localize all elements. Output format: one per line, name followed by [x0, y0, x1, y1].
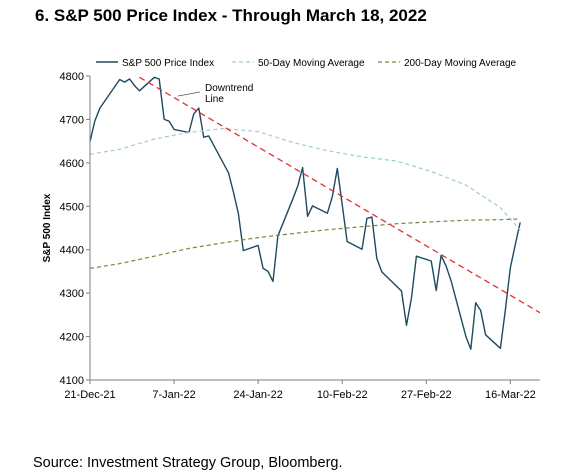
x-axis: 21-Dec-21 7-Jan-22 24-Jan-22 10-Feb-22 27-Fe… [64, 379, 540, 401]
chart-title: 6. S&P 500 Price Index - Through March 1… [35, 6, 427, 25]
x-tick-label: 27-Feb-22 [401, 389, 452, 401]
ma50-line [89, 127, 521, 231]
annotation-pointer [177, 91, 201, 97]
legend-label: 50-Day Moving Average [258, 58, 365, 69]
y-tick-label: 4500 [60, 201, 84, 213]
x-tick-label: 16-Mar-22 [485, 389, 536, 401]
x-tick-label: 21-Dec-21 [64, 389, 115, 401]
legend-label: S&P 500 Price Index [122, 58, 214, 69]
annotation-label: Downtrend [205, 83, 253, 94]
y-tick-label: 4100 [60, 375, 84, 387]
y-tick-label: 4200 [60, 332, 84, 344]
y-tick-label: 4600 [60, 158, 84, 170]
y-tick-label: 4300 [60, 288, 84, 300]
y-axis-label: S&P 500 Index [42, 193, 53, 262]
chart: S&P 500 Price Index 50-Day Moving Average… [42, 58, 541, 401]
ma200-line [89, 218, 521, 269]
x-tick-label: 10-Feb-22 [317, 389, 368, 401]
y-tick-label: 4700 [60, 114, 84, 126]
sp500-line [89, 76, 521, 350]
legend-label: 200-Day Moving Average [404, 58, 517, 69]
y-axis: 4100 4200 4300 4400 4500 4600 4700 4800 [60, 71, 91, 387]
source-note: Source: Investment Strategy Group, Bloom… [33, 455, 343, 471]
x-tick-label: 7-Jan-22 [152, 389, 195, 401]
legend: S&P 500 Price Index 50-Day Moving Average… [96, 58, 517, 69]
plot-area [89, 76, 541, 350]
y-tick-label: 4800 [60, 71, 84, 83]
annotation-label: Line [205, 94, 224, 105]
x-tick-label: 24-Jan-22 [233, 389, 283, 401]
downtrend-line [139, 76, 541, 314]
y-tick-label: 4400 [60, 245, 84, 257]
